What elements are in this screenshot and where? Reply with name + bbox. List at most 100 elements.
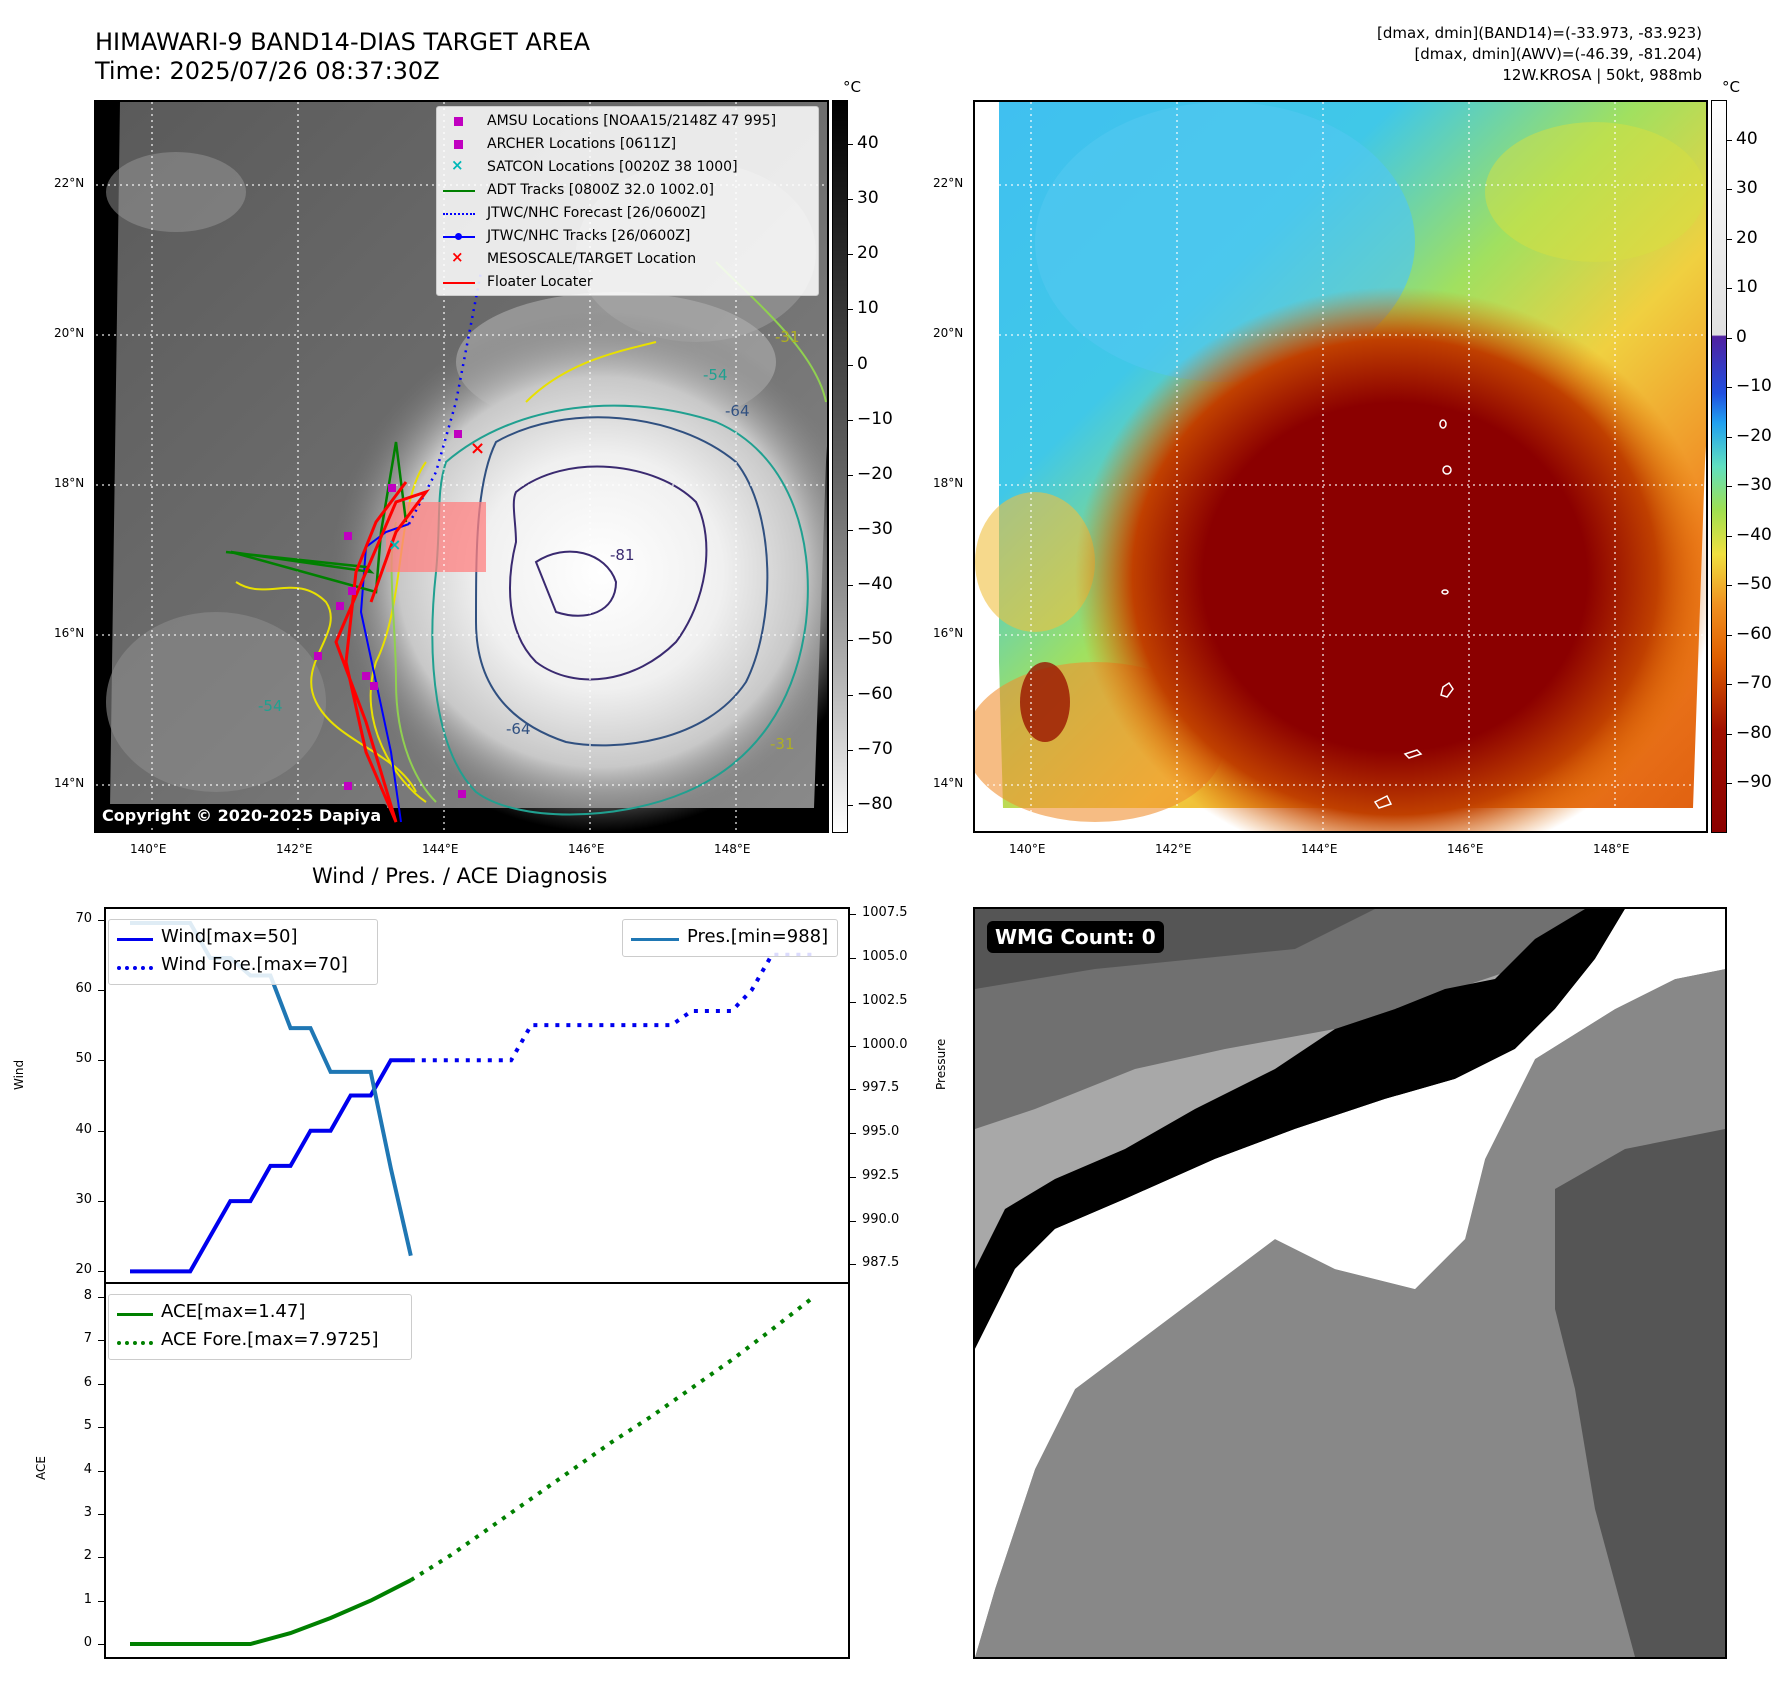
svg-text:×: ×: [470, 438, 485, 459]
legend-item-pressure: Pres.[min=988]: [623, 926, 839, 952]
colorbar-tick-label: −20: [1736, 425, 1772, 446]
legend-label: MESOSCALE/TARGET Location: [487, 251, 697, 267]
svg-text:×: ×: [388, 535, 401, 554]
wv-map-panel: [973, 100, 1708, 833]
wind-series-line-0: [130, 1058, 411, 1274]
wv-lon-label: 140°E: [1009, 842, 1046, 856]
axis-tick-label: 5: [83, 1418, 92, 1434]
legend-label: AMSU Locations [NOAA15/2148Z 47 995]: [487, 113, 777, 129]
legend-item-wind-forecast: Wind Fore.[max=70]: [109, 954, 379, 980]
ace-series-line-1: [409, 1296, 814, 1582]
ir-lon-label: 146°E: [568, 842, 605, 856]
wv-lat-label: 18°N: [933, 476, 964, 490]
ir-lon-label: 142°E: [276, 842, 313, 856]
axis-tick-mark: [98, 1201, 104, 1203]
colorbar-tick-mark: [848, 364, 853, 366]
colorbar-tick-mark: [848, 584, 853, 586]
legend-label: ACE[max=1.47]: [161, 1301, 306, 1322]
colorbar-tick-mark: [1727, 783, 1732, 785]
axis-tick-mark: [850, 1045, 856, 1047]
axis-tick-label: 1007.5: [862, 905, 908, 921]
wind-legend: Wind[max=50] Wind Fore.[max=70]: [108, 919, 378, 985]
colorbar-tick-mark: [1727, 535, 1732, 537]
axis-tick-label: 1: [83, 1591, 92, 1607]
wv-map-image: [975, 102, 1706, 831]
colorbar-tick-label: 20: [857, 243, 879, 264]
axis-tick-mark: [98, 919, 104, 921]
axis-tick-mark: [850, 914, 856, 916]
colorbar-tick-mark: [1727, 387, 1732, 389]
legend-item-ace-forecast: ACE Fore.[max=7.9725]: [109, 1329, 413, 1355]
colorbar-tick-label: −60: [1736, 623, 1772, 644]
floater-track: [334, 481, 431, 823]
colorbar-tick-label: −80: [857, 794, 893, 815]
axis-tick-label: 6: [83, 1374, 92, 1390]
axis-tick-mark: [98, 1383, 104, 1385]
legend-line-icon: [631, 938, 679, 941]
colorbar-tick-label: 0: [1736, 326, 1747, 347]
colorbar-tick-mark: [848, 474, 853, 476]
colorbar-tick-label: −30: [857, 518, 893, 539]
axis-tick-mark: [98, 989, 104, 991]
axis-tick-label: 2: [83, 1548, 92, 1564]
wmg-count-badge: WMG Count: 0: [987, 921, 1164, 953]
colorbar-tick-mark: [848, 254, 853, 256]
contour-indigo-81: [509, 465, 708, 681]
legend-line-icon: [443, 190, 475, 192]
ir-legend: AMSU Locations [NOAA15/2148Z 47 995] ARC…: [436, 106, 819, 296]
ir-colorbar-unit: °C: [843, 78, 861, 96]
legend-item-amsu: AMSU Locations [NOAA15/2148Z 47 995]: [437, 111, 820, 133]
legend-item-wind: Wind[max=50]: [109, 926, 379, 952]
figure-title: HIMAWARI-9 BAND14-DIAS TARGET AREA: [95, 28, 591, 56]
legend-dotted-line-icon: [117, 966, 153, 970]
wmg-gray-land: [975, 969, 1725, 1657]
legend-label: ARCHER Locations [0611Z]: [487, 136, 677, 152]
ace-series-line-0: [130, 1578, 412, 1646]
axis-tick-mark: [850, 958, 856, 960]
contour-blue-64: [474, 416, 769, 747]
legend-dotted-line-icon: [117, 1341, 153, 1345]
axis-tick-label: 50: [75, 1051, 92, 1067]
axis-tick-mark: [98, 1297, 104, 1298]
axis-tick-label: 992.5: [862, 1167, 900, 1183]
contour-label-64b: -64: [506, 720, 531, 738]
colorbar-tick-label: −60: [857, 684, 893, 705]
axis-tick-label: 995.0: [862, 1124, 900, 1140]
axis-tick-mark: [98, 1271, 104, 1273]
legend-item-satcon: × SATCON Locations [0020Z 38 1000]: [437, 156, 820, 179]
axis-tick-label: 1005.0: [862, 949, 908, 965]
axis-tick-mark: [98, 1427, 104, 1429]
wv-colorbar-unit: °C: [1722, 78, 1740, 96]
wv-colorbar: [1711, 100, 1727, 833]
axis-tick-mark: [850, 1001, 856, 1003]
legend-label: JTWC/NHC Tracks [26/0600Z]: [487, 228, 691, 244]
axis-tick-mark: [850, 1264, 856, 1266]
colorbar-tick-mark: [848, 640, 853, 642]
legend-label: Wind[max=50]: [161, 926, 298, 947]
axis-tick-mark: [98, 1513, 104, 1515]
legend-label: ACE Fore.[max=7.9725]: [161, 1329, 379, 1350]
colorbar-tick-label: −70: [857, 739, 893, 760]
wv-lon-label: 146°E: [1447, 842, 1484, 856]
wv-storm-core: [1075, 287, 1706, 831]
axis-tick-label: 987.5: [862, 1255, 900, 1271]
axis-tick-mark: [98, 1557, 104, 1559]
legend-label: Wind Fore.[max=70]: [161, 954, 348, 975]
axis-tick-mark: [98, 1470, 104, 1472]
wmg-panel: WMG Count: 0: [973, 907, 1727, 1659]
legend-item-jtwc-forecast: JTWC/NHC Forecast [26/0600Z]: [437, 203, 820, 225]
colorbar-tick-label: 40: [1736, 128, 1758, 149]
colorbar-tick-mark: [848, 309, 853, 311]
axis-tick-label: 990.0: [862, 1211, 900, 1227]
info-awv: [dmax, dmin](AWV)=(-46.39, -81.204): [1414, 45, 1702, 63]
colorbar-tick-mark: [1727, 585, 1732, 587]
axis-tick-mark: [850, 1220, 856, 1222]
legend-item-jtwc-tracks: JTWC/NHC Tracks [26/0600Z]: [437, 226, 820, 248]
colorbar-tick-label: −20: [857, 463, 893, 484]
legend-dot-icon: [455, 233, 462, 240]
legend-square-icon: [454, 117, 463, 126]
wv-lat-label: 20°N: [933, 326, 964, 340]
colorbar-tick-mark: [1727, 733, 1732, 735]
wv-lat-label: 14°N: [933, 776, 964, 790]
colorbar-tick-label: −70: [1736, 673, 1772, 694]
